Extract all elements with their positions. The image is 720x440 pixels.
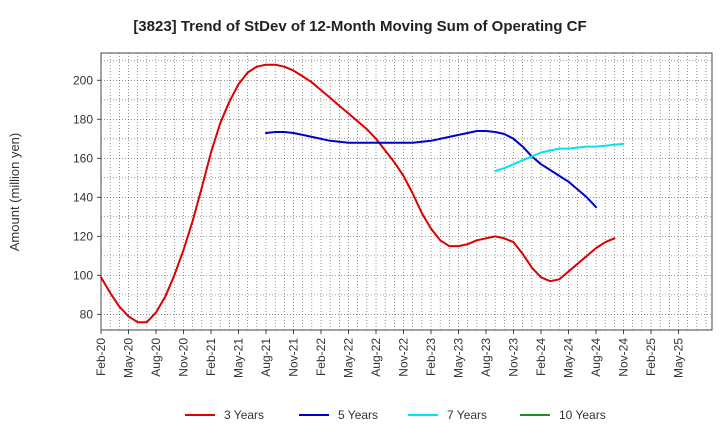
series-group bbox=[100, 63, 625, 324]
x-tick-label: Aug-23 bbox=[479, 338, 493, 377]
x-tick-label: May-24 bbox=[562, 338, 576, 378]
legend: 3 Years 5 Years 7 Years 10 Years bbox=[185, 408, 606, 422]
x-tick-label: May-21 bbox=[232, 338, 246, 378]
x-tick-label: Aug-24 bbox=[589, 338, 603, 377]
y-tick-label: 100 bbox=[73, 268, 93, 282]
x-tick-label: Aug-20 bbox=[149, 338, 163, 377]
x-tick-label: Nov-20 bbox=[177, 338, 191, 377]
series-line-3-years bbox=[100, 63, 616, 324]
grid-lines bbox=[100, 53, 712, 330]
x-tick-label: Feb-23 bbox=[424, 338, 438, 376]
x-tick-label: Feb-20 bbox=[94, 338, 108, 376]
y-tick-label: 200 bbox=[73, 73, 93, 87]
x-tick-label: May-22 bbox=[342, 338, 356, 378]
x-tick-label: Nov-24 bbox=[617, 338, 631, 377]
series-line-5-years bbox=[265, 130, 597, 209]
x-tick-label: Aug-21 bbox=[259, 338, 273, 377]
legend-label: 10 Years bbox=[559, 408, 606, 422]
series-line-7-years bbox=[494, 142, 625, 172]
plot-area bbox=[100, 52, 713, 331]
y-tick-label: 160 bbox=[73, 151, 93, 165]
y-tick-label: 120 bbox=[73, 229, 93, 243]
x-tick-label: May-23 bbox=[452, 338, 466, 378]
chart-title: [3823] Trend of StDev of 12-Month Moving… bbox=[133, 18, 586, 35]
x-tick-label: Feb-22 bbox=[314, 338, 328, 376]
x-tick-label: Feb-21 bbox=[204, 338, 218, 376]
y-axis: 80 100 120 140 160 180 200 bbox=[73, 73, 101, 321]
x-tick-label: May-25 bbox=[672, 338, 686, 378]
x-axis: Feb-20 May-20 Aug-20 Nov-20 Feb-21 May-21 Aug-… bbox=[94, 330, 686, 378]
x-tick-label: Nov-22 bbox=[397, 338, 411, 377]
y-tick-label: 80 bbox=[80, 307, 94, 321]
x-tick-label: Aug-22 bbox=[369, 338, 383, 377]
y-tick-label: 180 bbox=[73, 112, 93, 126]
x-tick-label: Feb-25 bbox=[644, 338, 658, 376]
y-axis-label: Amount (million yen) bbox=[7, 133, 22, 252]
y-tick-label: 140 bbox=[73, 190, 93, 204]
x-tick-label: Nov-21 bbox=[287, 338, 301, 377]
legend-label: 5 Years bbox=[338, 408, 378, 422]
x-tick-label: Feb-24 bbox=[534, 338, 548, 376]
legend-label: 3 Years bbox=[224, 408, 264, 422]
legend-label: 7 Years bbox=[447, 408, 487, 422]
x-tick-label: Nov-23 bbox=[507, 338, 521, 377]
x-tick-label: May-20 bbox=[122, 338, 136, 378]
